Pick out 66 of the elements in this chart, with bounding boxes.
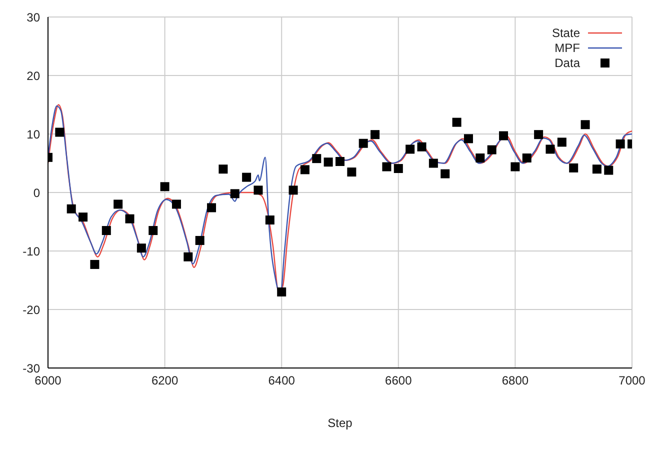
point <box>394 164 403 174</box>
point <box>324 158 333 167</box>
point <box>195 236 204 245</box>
point <box>546 144 555 154</box>
x-tick-label: 6000 <box>34 374 62 388</box>
x-tick-label: 7000 <box>618 374 646 388</box>
point <box>312 154 322 164</box>
point <box>300 165 310 174</box>
point <box>569 163 578 172</box>
point <box>160 182 170 192</box>
legend-label: State <box>552 26 580 40</box>
point <box>522 153 532 162</box>
y-tick-label: 20 <box>26 68 40 83</box>
legend-label: MPF <box>554 40 580 54</box>
point <box>499 131 508 140</box>
point <box>218 164 228 174</box>
point <box>184 252 193 262</box>
point <box>476 153 485 162</box>
y-tick-label: -20 <box>22 302 40 317</box>
point <box>242 172 252 182</box>
point <box>604 166 614 175</box>
point <box>66 204 76 214</box>
point <box>358 138 368 148</box>
point <box>510 162 520 172</box>
y-tick-label: 30 <box>26 10 40 24</box>
y-tick-label: 0 <box>33 186 40 200</box>
point <box>406 144 415 154</box>
y-tick-label: -10 <box>22 244 40 258</box>
point <box>440 169 450 178</box>
point <box>55 128 64 137</box>
y-tick-label: -30 <box>22 361 40 376</box>
point <box>417 142 426 152</box>
point <box>347 168 356 177</box>
point <box>382 162 392 172</box>
point <box>487 145 496 154</box>
legend-label: Data <box>554 56 580 70</box>
x-tick-label: 6800 <box>502 374 529 388</box>
point <box>102 226 111 236</box>
point <box>90 260 100 269</box>
point <box>172 200 181 209</box>
point <box>557 138 566 147</box>
point <box>428 158 438 168</box>
point <box>207 203 216 212</box>
point <box>277 287 286 296</box>
point <box>148 226 158 236</box>
point <box>254 186 263 195</box>
point <box>265 215 274 224</box>
point <box>464 134 473 144</box>
x-tick-label: 6200 <box>151 374 178 388</box>
point <box>288 186 298 195</box>
point <box>125 214 134 224</box>
x-tick-label: 6600 <box>385 374 412 388</box>
point <box>114 200 123 209</box>
point <box>230 189 240 198</box>
point <box>136 244 146 253</box>
y-tick-label: 10 <box>26 127 40 142</box>
point <box>592 164 602 174</box>
x-tick-label: 6400 <box>268 374 296 388</box>
point <box>370 130 380 140</box>
point <box>78 212 88 222</box>
point <box>452 118 462 127</box>
x-axis-title: Step <box>328 416 353 430</box>
point <box>534 130 544 140</box>
point <box>580 120 590 130</box>
point <box>616 139 625 148</box>
point <box>336 156 344 166</box>
